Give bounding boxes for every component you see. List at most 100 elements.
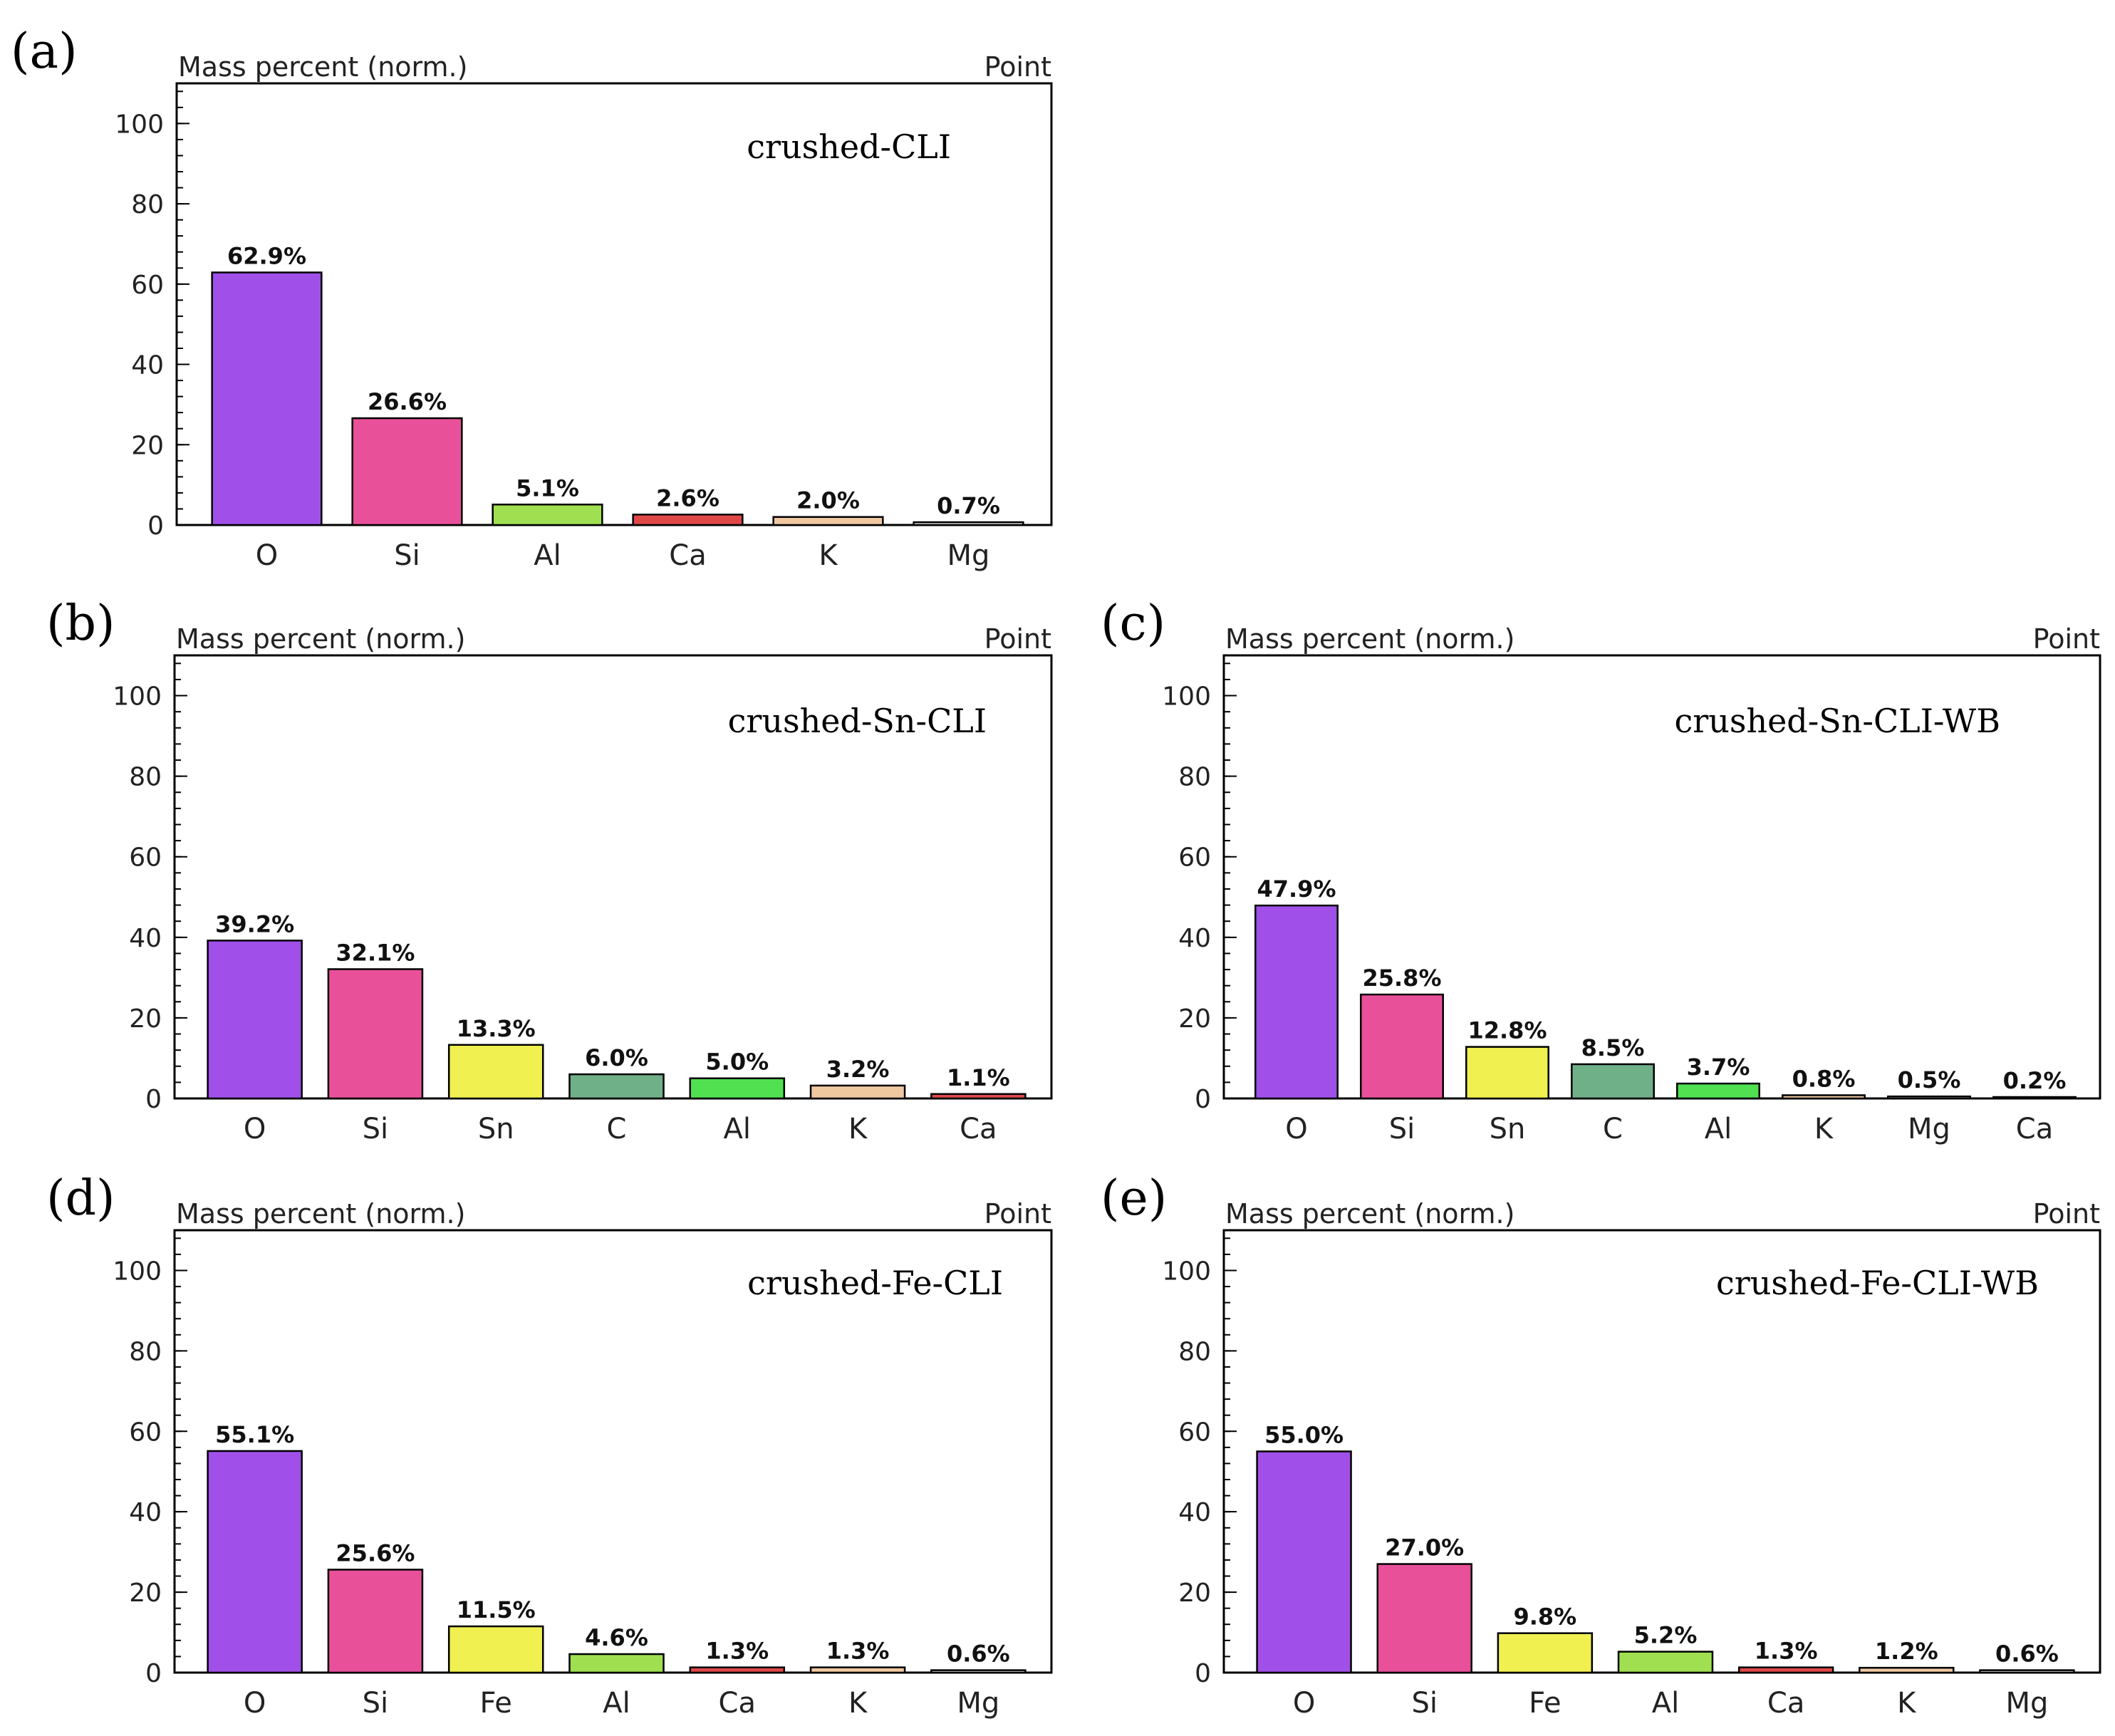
- data-label-k: 0.8%: [1792, 1065, 1856, 1092]
- y-tick-label: 40: [1178, 1498, 1211, 1527]
- sample-title: crushed-Fe-CLI-WB: [1716, 1264, 2039, 1302]
- bar-o: [1256, 1450, 1352, 1674]
- y-axis-title: Mass percent (norm.): [176, 623, 465, 655]
- data-label-fe: 9.8%: [1513, 1604, 1576, 1631]
- bar-si: [1360, 993, 1444, 1100]
- x-tick-label-sn: Sn: [1490, 1113, 1526, 1145]
- bar-sn: [447, 1044, 544, 1100]
- y-tick-label: 60: [1178, 843, 1211, 873]
- data-label-ca: 1.3%: [1755, 1638, 1818, 1665]
- x-tick-label-mg: Mg: [957, 1687, 999, 1720]
- data-label-ca: 0.2%: [2003, 1067, 2067, 1094]
- panel-label: (d): [46, 1170, 115, 1227]
- x-tick-label-o: O: [244, 1113, 266, 1145]
- y-tick-label: 100: [1162, 682, 1211, 712]
- bar-si: [1376, 1563, 1472, 1674]
- x-tick-label-o: O: [256, 539, 278, 572]
- bar-ca: [689, 1666, 786, 1674]
- y-tick-label: 100: [115, 110, 164, 139]
- y-tick-label: 0: [1195, 1659, 1211, 1688]
- sample-title: crushed-Sn-CLI: [728, 702, 987, 740]
- bar-ca: [930, 1093, 1027, 1100]
- chart-panel-c: (c) Mass percent (norm.) Point 0 20 40 60 80 100…: [1101, 596, 2101, 1145]
- y-tick-label: 60: [131, 271, 164, 300]
- bar-k: [772, 516, 884, 526]
- x-tick-label-si: Si: [394, 539, 420, 572]
- data-label-al: 5.1%: [516, 474, 579, 501]
- x-tick-label-mg: Mg: [2005, 1687, 2048, 1720]
- chart-panel-a: (a) Mass percent (norm.) Point 0 20 40 60 80 100…: [11, 24, 1053, 572]
- data-label-mg: 0.5%: [1898, 1066, 1961, 1093]
- x-tick-label-k: K: [1897, 1687, 1917, 1720]
- header-point-label: Point: [2033, 1198, 2100, 1230]
- x-tick-label-al: Al: [534, 539, 561, 572]
- y-tick-label: 60: [129, 843, 162, 873]
- y-tick-label: 100: [113, 682, 162, 712]
- bar-ca: [632, 514, 744, 526]
- panel-label: (e): [1101, 1170, 1167, 1227]
- data-label-fe: 11.5%: [457, 1596, 536, 1623]
- data-label-c: 6.0%: [585, 1044, 648, 1071]
- bar-ca: [1737, 1666, 1834, 1674]
- x-tick-label-k: K: [848, 1113, 868, 1145]
- bar-o: [207, 1450, 303, 1674]
- data-label-k: 3.2%: [826, 1056, 890, 1083]
- header-point-label: Point: [984, 51, 1051, 83]
- y-tick-label: 0: [145, 1085, 162, 1114]
- data-label-al: 5.0%: [705, 1049, 769, 1076]
- bar-al: [1617, 1651, 1714, 1674]
- y-tick-label: 80: [131, 190, 164, 219]
- bar-al: [689, 1077, 786, 1100]
- y-tick-label: 0: [147, 511, 164, 541]
- data-label-o: 62.9%: [227, 242, 306, 269]
- y-tick-label: 0: [145, 1659, 162, 1688]
- bar-c: [568, 1073, 665, 1100]
- x-tick-label-si: Si: [363, 1113, 389, 1145]
- header-point-label: Point: [984, 623, 1051, 655]
- data-label-ca: 1.3%: [705, 1638, 769, 1665]
- y-tick-label: 80: [1178, 763, 1211, 792]
- bar-c: [1571, 1063, 1655, 1100]
- y-tick-label: 60: [129, 1418, 162, 1447]
- bar-k: [1859, 1666, 1955, 1674]
- data-label-al: 4.6%: [585, 1624, 648, 1651]
- x-tick-label-al: Al: [1652, 1687, 1679, 1720]
- data-label-mg: 0.6%: [947, 1641, 1010, 1668]
- x-tick-label-fe: Fe: [479, 1687, 511, 1720]
- y-tick-label: 80: [129, 763, 162, 792]
- data-label-mg: 0.6%: [1995, 1641, 2059, 1668]
- bar-ca: [1992, 1096, 2077, 1100]
- y-axis-title: Mass percent (norm.): [1225, 623, 1514, 655]
- data-label-k: 1.3%: [826, 1638, 890, 1665]
- y-axis-title: Mass percent (norm.): [176, 1198, 465, 1230]
- y-tick-label: 20: [129, 1579, 162, 1608]
- bar-mg: [913, 521, 1024, 526]
- data-label-o: 55.0%: [1264, 1422, 1344, 1449]
- data-label-mg: 0.7%: [937, 492, 1000, 519]
- x-tick-label-mg: Mg: [1908, 1113, 1950, 1145]
- data-label-k: 2.0%: [796, 487, 860, 514]
- data-label-ca: 1.1%: [947, 1064, 1010, 1091]
- bar-fe: [447, 1625, 544, 1674]
- x-tick-label-si: Si: [1389, 1113, 1415, 1145]
- bar-al: [492, 504, 603, 526]
- plot-frame: [175, 82, 1053, 526]
- data-label-o: 47.9%: [1257, 875, 1336, 903]
- x-tick-label-fe: Fe: [1529, 1687, 1561, 1720]
- bar-o: [211, 271, 323, 526]
- data-label-sn: 12.8%: [1467, 1017, 1547, 1044]
- panel-label: (b): [46, 596, 115, 652]
- y-tick-label: 100: [1162, 1257, 1211, 1286]
- y-axis-title: Mass percent (norm.): [1225, 1198, 1514, 1230]
- bar-mg: [930, 1669, 1027, 1674]
- bar-k: [809, 1666, 906, 1674]
- bar-k: [1782, 1094, 1866, 1100]
- y-tick-label: 40: [129, 1498, 162, 1527]
- chart-panel-d: (d) Mass percent (norm.) Point 0 20 40 60 80 100…: [46, 1170, 1053, 1720]
- data-label-al: 5.2%: [1634, 1622, 1698, 1649]
- data-label-k: 1.2%: [1875, 1638, 1938, 1665]
- data-label-sn: 13.3%: [457, 1015, 536, 1042]
- bar-k: [809, 1084, 906, 1100]
- y-tick-label: 40: [129, 924, 162, 953]
